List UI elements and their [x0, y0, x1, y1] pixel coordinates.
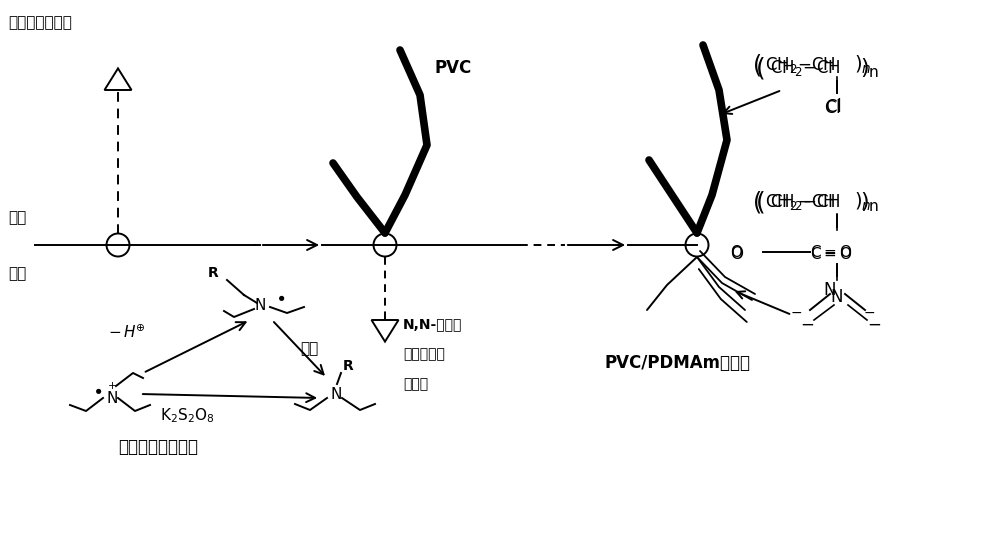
- Text: $\mathsf{-}$: $\mathsf{-}$: [863, 305, 875, 319]
- Text: 次聚合: 次聚合: [403, 377, 428, 391]
- Text: $($: $($: [752, 52, 761, 78]
- Text: 引发: 引发: [300, 341, 318, 356]
- Text: $\mathsf{C{=}O}$: $\mathsf{C{=}O}$: [810, 244, 852, 260]
- Text: $\mathsf{O}$: $\mathsf{O}$: [730, 245, 744, 263]
- Text: $-\,H^{\oplus}$: $-\,H^{\oplus}$: [108, 324, 146, 341]
- Text: $\mathsf{(}$: $\mathsf{(}$: [755, 189, 765, 215]
- Text: $\overset{+}{\mathrm{N}}$: $\overset{+}{\mathrm{N}}$: [106, 381, 118, 407]
- Text: $\mathsf{(}$: $\mathsf{(}$: [755, 55, 765, 81]
- Text: $\mathsf{Cl}$: $\mathsf{Cl}$: [825, 98, 842, 116]
- Text: $\bullet$: $\bullet$: [92, 381, 102, 399]
- Text: $\mathsf{)_n}$: $\mathsf{)_n}$: [860, 190, 879, 214]
- Text: $\mathsf{CH_2{-}CH}$: $\mathsf{CH_2{-}CH}$: [770, 192, 841, 212]
- Text: $\mathsf{Cl}$: $\mathsf{Cl}$: [824, 99, 841, 117]
- Text: $\mathsf{-}$: $\mathsf{-}$: [800, 315, 814, 333]
- Text: $\bullet$: $\bullet$: [275, 288, 285, 306]
- Text: $\mathsf{)_n}$: $\mathsf{)_n}$: [860, 56, 879, 80]
- Text: $($: $($: [752, 189, 761, 215]
- Text: 氧化还原引发反应: 氧化还原引发反应: [118, 438, 198, 456]
- Text: $\mathsf{-}$: $\mathsf{-}$: [790, 305, 802, 319]
- Text: $\mathsf{N}$: $\mathsf{N}$: [823, 281, 836, 299]
- Text: $\mathsf{-}$: $\mathsf{-}$: [867, 315, 881, 333]
- Text: $\mathsf{CH_2{-}CH}$: $\mathsf{CH_2{-}CH}$: [765, 192, 836, 212]
- Text: R: R: [208, 266, 219, 280]
- Text: $\mathrm{N}$: $\mathrm{N}$: [330, 386, 342, 402]
- Text: 水相: 水相: [8, 266, 26, 281]
- Text: $\mathsf{N}$: $\mathsf{N}$: [830, 288, 843, 306]
- Text: PVC/PDMAm共聚物: PVC/PDMAm共聚物: [605, 354, 751, 372]
- Text: R: R: [343, 359, 354, 373]
- Text: 丙烯酰胺二: 丙烯酰胺二: [403, 347, 445, 361]
- Text: 氯乙烯一次聚合: 氯乙烯一次聚合: [8, 15, 72, 30]
- Text: PVC: PVC: [435, 59, 472, 77]
- Text: $\mathsf{K_2S_2O_8}$: $\mathsf{K_2S_2O_8}$: [160, 406, 215, 424]
- Text: $)_n$: $)_n$: [854, 191, 872, 213]
- Text: $\mathsf{CH_2{-}CH}$: $\mathsf{CH_2{-}CH}$: [765, 55, 836, 75]
- Text: $\mathrm{N}$: $\mathrm{N}$: [254, 297, 266, 313]
- Text: $)_n$: $)_n$: [854, 54, 872, 76]
- Text: N,N-二甲基: N,N-二甲基: [403, 317, 462, 331]
- Text: $\mathsf{CH_2{-}CH}$: $\mathsf{CH_2{-}CH}$: [770, 58, 841, 78]
- Text: $\mathsf{O}$: $\mathsf{O}$: [730, 244, 743, 260]
- Text: $\mathsf{C{=}O}$: $\mathsf{C{=}O}$: [810, 246, 852, 262]
- Text: 油相: 油相: [8, 210, 26, 225]
